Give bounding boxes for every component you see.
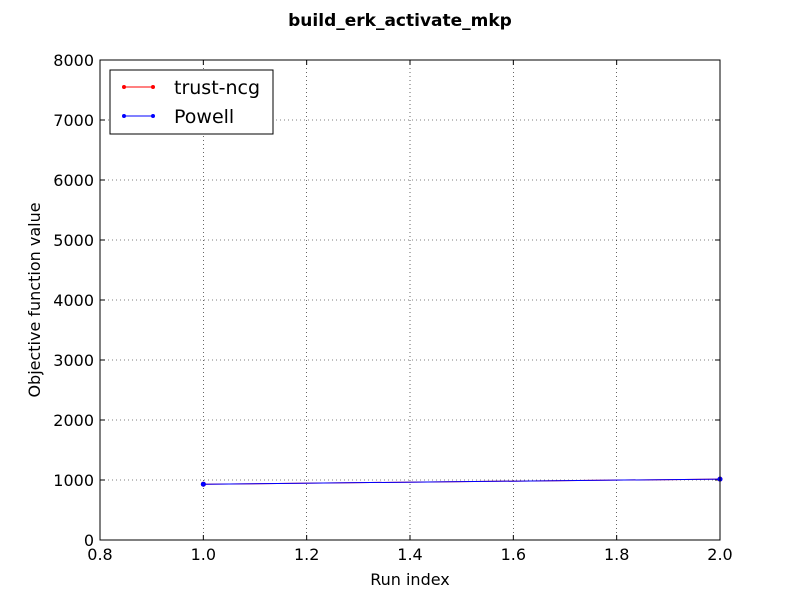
legend-marker-trust-ncg (122, 85, 126, 89)
x-tick-label: 1.4 (397, 545, 422, 564)
ticks: 0.8 1.0 1.2 1.4 1.6 1.8 2.0 0 1000 2000 3000 4000 50… (53, 51, 732, 564)
legend-box (109, 69, 274, 135)
y-tick-label: 2000 (53, 411, 94, 430)
legend: trust-ncg Powell (109, 69, 274, 135)
plot-frame (99, 59, 721, 541)
legend-marker-powell (122, 114, 126, 118)
legend-label-powell: Powell (174, 106, 234, 128)
series-line-powell (203, 478, 721, 485)
x-tick-label: 1.2 (294, 545, 319, 564)
series (200, 476, 723, 487)
x-tick-label: 0.8 (87, 545, 112, 564)
y-tick-label: 3000 (53, 351, 94, 370)
y-tick-label: 7000 (53, 111, 94, 130)
chart-title: build_erk_activate_mkp (288, 11, 512, 31)
x-axis-label: Run index (370, 570, 450, 589)
y-tick-label: 1000 (53, 471, 94, 490)
legend-label-trust-ncg: trust-ncg (174, 77, 260, 99)
legend-marker-trust-ncg (151, 85, 155, 89)
x-tick-label: 1.8 (604, 545, 629, 564)
y-tick-label: 6000 (53, 171, 94, 190)
y-tick-label: 8000 (53, 51, 94, 70)
x-tick-label: 2.0 (707, 545, 732, 564)
y-tick-label: 0 (84, 531, 94, 550)
x-tick-label: 1.0 (191, 545, 216, 564)
x-tick-label: 1.6 (501, 545, 526, 564)
y-tick-label: 5000 (53, 231, 94, 250)
data-point-powell (200, 481, 206, 487)
legend-marker-powell (151, 114, 155, 118)
y-tick-label: 4000 (53, 291, 94, 310)
y-axis-label: Objective function value (25, 202, 44, 397)
